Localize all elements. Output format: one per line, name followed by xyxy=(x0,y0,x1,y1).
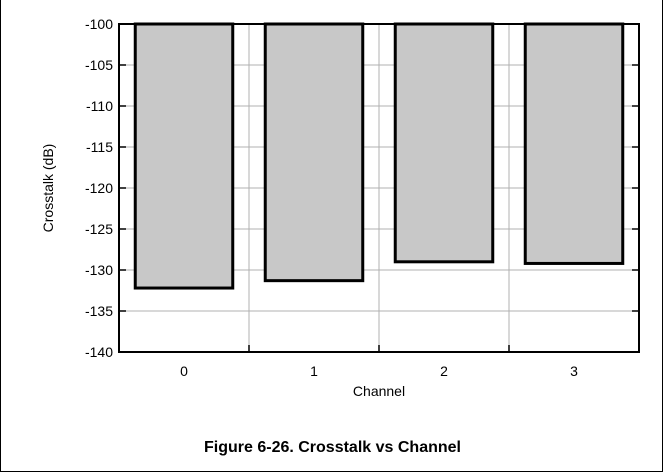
x-tick-label: 0 xyxy=(180,363,188,379)
y-tick-label: -130 xyxy=(85,262,113,278)
x-tick-label: 1 xyxy=(310,363,318,379)
bar-channel-3 xyxy=(523,22,625,265)
y-axis-ticks: -100 -105 -110 -115 -120 -125 -130 -135 -140 xyxy=(85,16,639,360)
x-tick-label: 2 xyxy=(440,363,448,379)
y-tick-label: -115 xyxy=(86,139,113,155)
x-axis-ticks: 0 1 2 3 xyxy=(180,345,578,379)
y-tick-label: -120 xyxy=(85,180,113,196)
crosstalk-bar-chart: -100 -105 -110 -115 -120 -125 -130 -135 -140 0 1 2… xyxy=(40,16,640,399)
bars xyxy=(133,22,625,290)
figure-caption: Figure 6-26. Crosstalk vs Channel xyxy=(204,439,461,456)
y-tick-label: -100 xyxy=(85,16,113,32)
y-tick-label: -135 xyxy=(85,303,113,319)
bar-channel-0 xyxy=(133,22,235,290)
y-tick-label: -140 xyxy=(85,344,113,360)
y-axis-label: Crosstalk (dB) xyxy=(40,144,56,233)
bar-channel-1 xyxy=(263,22,365,283)
x-tick-label: 3 xyxy=(570,363,578,379)
bar-channel-2 xyxy=(393,22,495,264)
y-tick-label: -125 xyxy=(85,221,113,237)
x-axis-label: Channel xyxy=(353,383,405,399)
y-tick-label: -110 xyxy=(86,98,113,114)
y-tick-label: -105 xyxy=(85,57,113,73)
